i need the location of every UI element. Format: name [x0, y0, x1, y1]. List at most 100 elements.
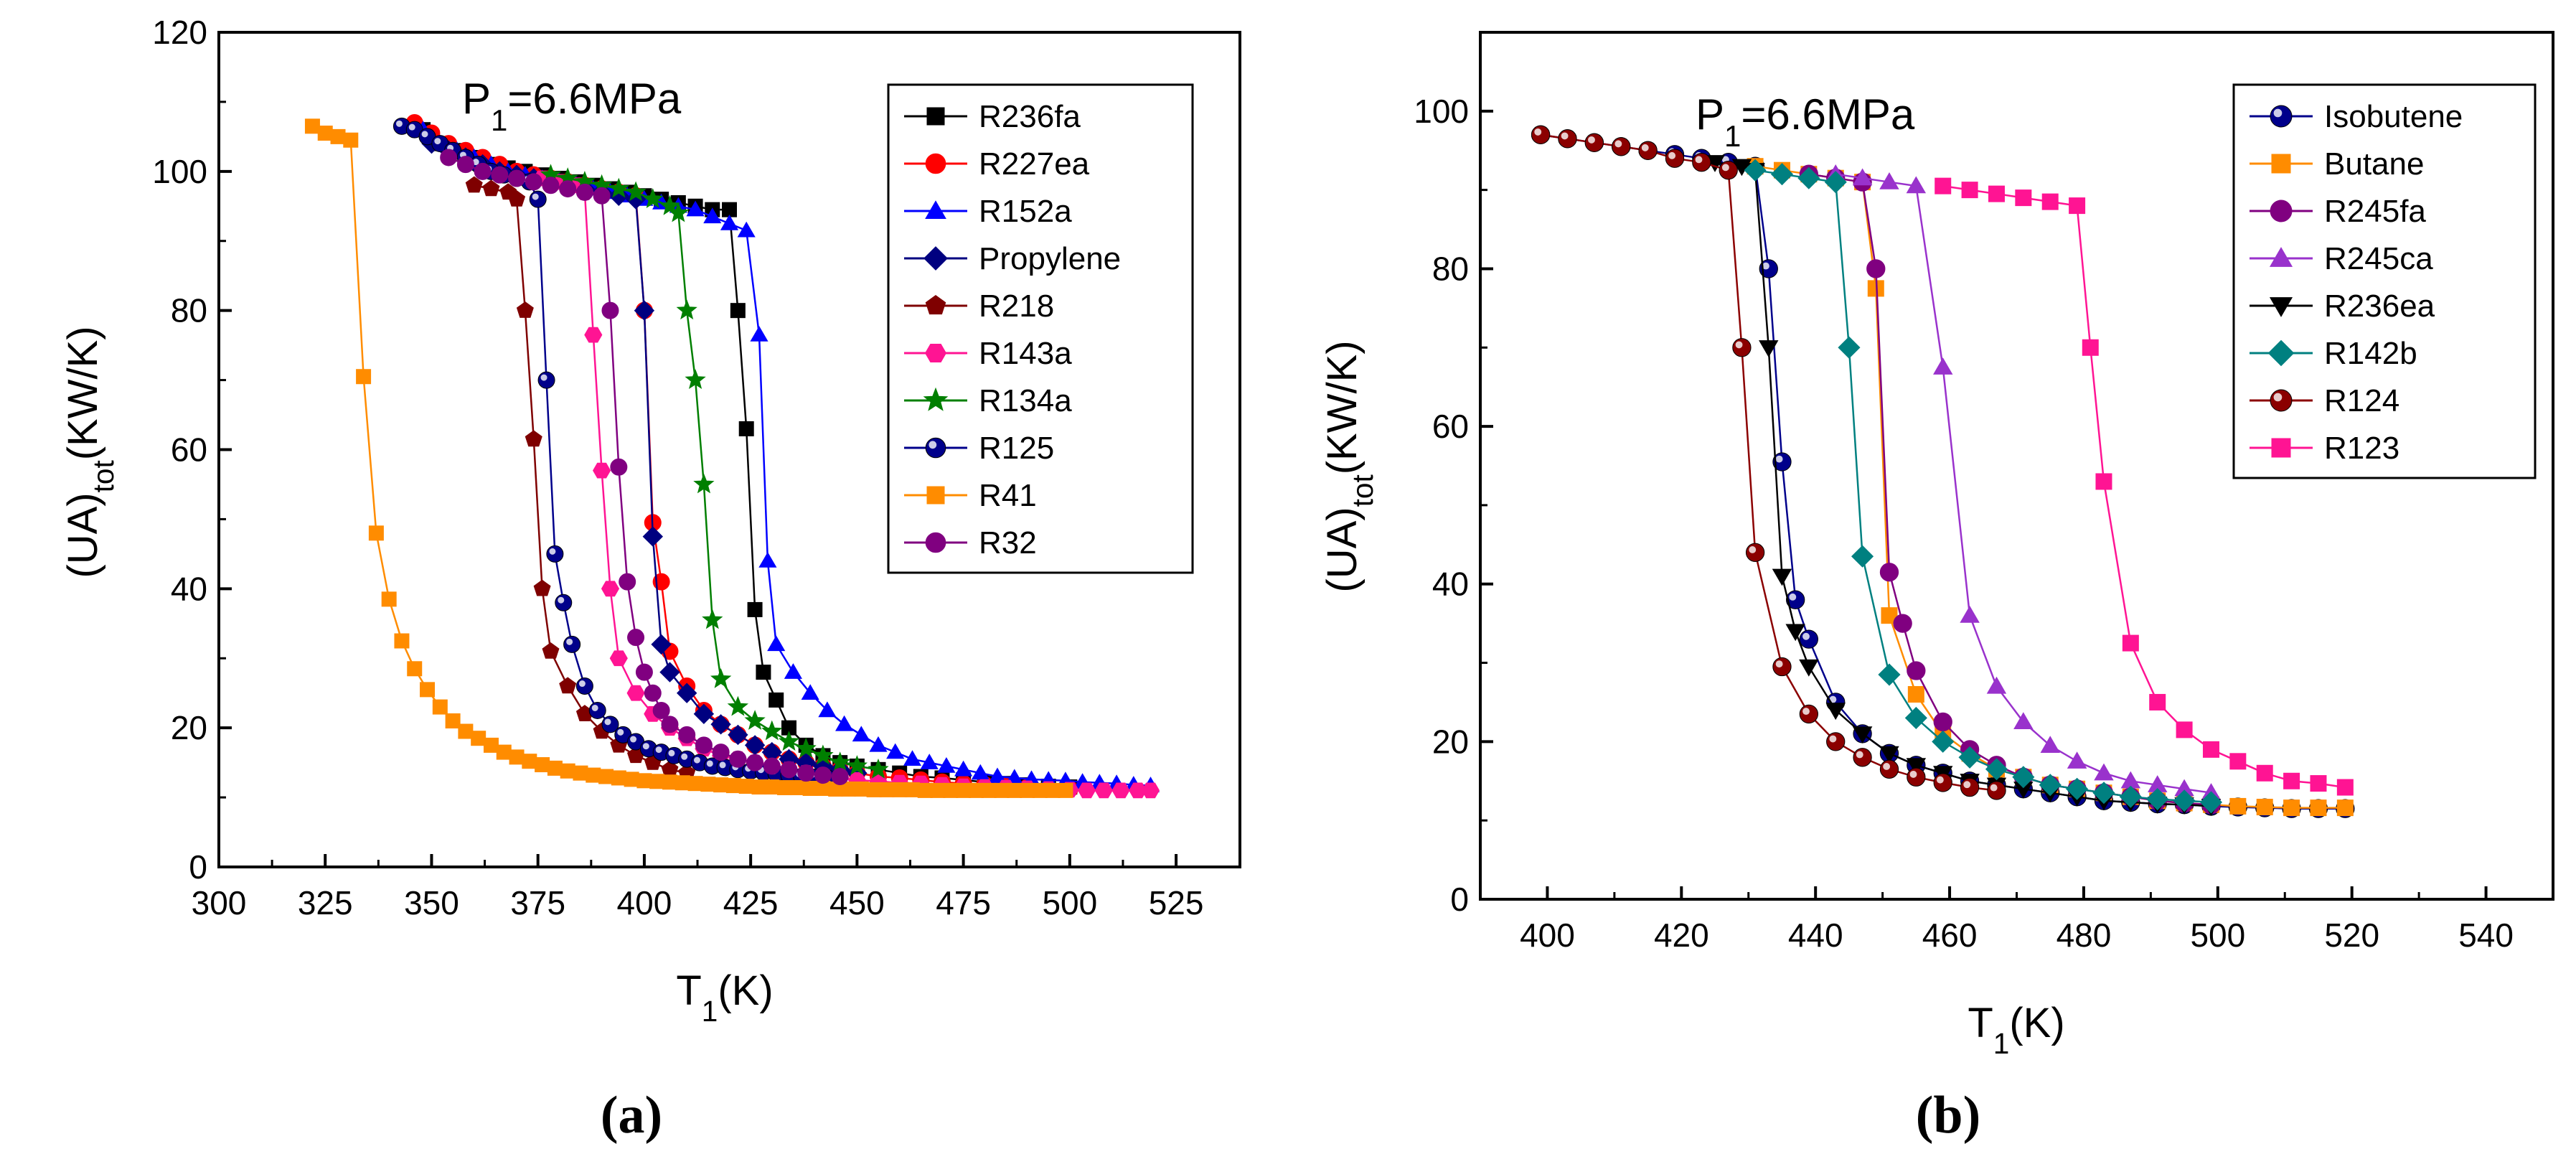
- series-r41: [304, 118, 1073, 798]
- series-r218: [465, 176, 696, 781]
- data-point-r134a: [761, 720, 783, 741]
- data-point-isobutene: [1799, 629, 1818, 649]
- data-point-r152a: [852, 726, 870, 742]
- legend-marker-r218: [925, 294, 946, 315]
- x-axis-label: T1(K): [1968, 1000, 2064, 1060]
- data-point-r123: [2176, 721, 2193, 738]
- legend-label-r134a: R134a: [979, 383, 1072, 418]
- data-point-butane: [2310, 799, 2327, 817]
- data-point-propylene: [642, 526, 664, 547]
- data-point-r124-highlight: [1936, 776, 1944, 784]
- data-point-r245ca: [2040, 736, 2060, 753]
- legend-marker-isobutene: [2270, 105, 2293, 128]
- data-point-r41: [943, 782, 959, 798]
- legend-label-r123: R123: [2324, 431, 2399, 466]
- data-point-r245ca: [2094, 763, 2114, 781]
- data-point-r134a: [795, 737, 817, 758]
- data-point-r123: [1961, 182, 1978, 199]
- data-point-r142b: [1904, 706, 1927, 730]
- data-point-r124-highlight: [1963, 781, 1971, 789]
- data-point-r41: [662, 774, 677, 790]
- legend-marker-r123: [2271, 438, 2291, 458]
- data-point-r125-highlight: [408, 123, 415, 131]
- x-axis-label: T1(K): [676, 967, 773, 1028]
- data-point-r134a: [710, 667, 732, 688]
- data-point-propylene: [651, 634, 672, 655]
- data-point-r152a: [703, 207, 722, 224]
- data-point-r236ea: [1772, 568, 1792, 586]
- data-point-r125-highlight: [655, 746, 662, 754]
- series-line-r236ea: [1714, 161, 2211, 807]
- y-tick-label: 40: [1432, 566, 1469, 603]
- data-point-r125-highlight: [693, 756, 700, 764]
- data-point-r236ea: [1799, 659, 1819, 677]
- data-point-r125-highlight: [630, 736, 637, 743]
- data-point-r125: [563, 635, 581, 653]
- legend-label-r218: R218: [979, 289, 1054, 324]
- data-point-r124: [1907, 767, 1926, 787]
- legend-label-r227ea: R227ea: [979, 146, 1090, 182]
- data-point-r125-highlight: [395, 120, 403, 127]
- data-point-r123: [2041, 193, 2059, 210]
- chart-panel-a: 300 325 350 375 400 425 450 475 500 525 0 20 40 60 80 1…: [60, 14, 1241, 1028]
- chart-panel-b: 400 420 440 460 480 500 520 540 0 20 40 60 80 100 P1=6…: [1319, 31, 2554, 1060]
- data-point-r41: [700, 777, 716, 792]
- y-tick-label: 80: [1432, 250, 1469, 287]
- legend-label-r245ca: R245ca: [2324, 241, 2433, 276]
- data-point-r218: [559, 677, 577, 694]
- y-tick-label: 0: [189, 848, 207, 886]
- data-point-r125-highlight: [604, 718, 611, 726]
- data-point-r124: [1826, 732, 1846, 751]
- data-point-r41: [432, 699, 448, 715]
- data-point-r142b: [2146, 787, 2169, 811]
- data-point-isobutene-highlight: [1789, 593, 1797, 601]
- data-point-r125-highlight: [434, 138, 441, 145]
- data-point-r236ea: [1906, 758, 1927, 776]
- data-point-r125: [529, 190, 547, 208]
- x-tick-label: 475: [936, 884, 991, 921]
- data-point-r142b: [1770, 163, 1794, 186]
- data-point-r124: [1745, 543, 1765, 562]
- data-point-r123: [2310, 775, 2327, 792]
- data-point-r32: [763, 757, 781, 775]
- legend-marker-r227ea: [925, 153, 946, 174]
- data-point-r123: [2082, 339, 2099, 356]
- x-tick-label: 350: [404, 884, 459, 921]
- data-point-r124: [1879, 759, 1899, 779]
- data-point-r123: [2015, 189, 2032, 207]
- y-tick-label: 100: [152, 153, 207, 190]
- data-point-r245ca: [1879, 172, 1899, 189]
- data-point-r41: [968, 782, 984, 798]
- data-point-r152a: [750, 326, 768, 342]
- data-point-r124: [1987, 781, 2006, 800]
- data-point-butane: [2283, 799, 2300, 817]
- y-tick-label: 20: [1432, 723, 1469, 760]
- data-point-r41: [636, 773, 652, 789]
- data-point-r124-highlight: [1641, 144, 1649, 151]
- data-point-r245fa: [1933, 712, 1952, 732]
- y-tick-label: 100: [1414, 93, 1469, 130]
- legend-marker-r32: [925, 532, 946, 553]
- data-point-r32: [474, 162, 492, 180]
- data-point-r236ea: [1759, 340, 1779, 357]
- data-point-r134a: [727, 695, 749, 716]
- data-point-r152a: [954, 760, 973, 777]
- y-axis-label: (UA)tot(KW/K): [1319, 340, 1379, 592]
- data-point-r143a: [593, 462, 611, 479]
- data-point-r124: [1960, 777, 1980, 797]
- data-point-r41: [1020, 782, 1035, 798]
- x-tick-label: 300: [192, 884, 247, 921]
- data-point-propylene: [744, 735, 766, 756]
- data-point-r134a: [702, 609, 723, 629]
- data-point-r41: [917, 782, 933, 798]
- data-point-r41: [560, 763, 575, 779]
- data-point-r124: [1612, 137, 1631, 156]
- x-tick-label: 450: [829, 884, 885, 921]
- series-line-isobutene: [1540, 133, 2346, 810]
- data-point-r41: [586, 767, 601, 783]
- data-point-r124: [1558, 129, 1577, 149]
- data-point-r124-highlight: [1829, 735, 1837, 743]
- data-point-r123: [2283, 772, 2300, 789]
- data-point-r125-highlight: [421, 131, 428, 138]
